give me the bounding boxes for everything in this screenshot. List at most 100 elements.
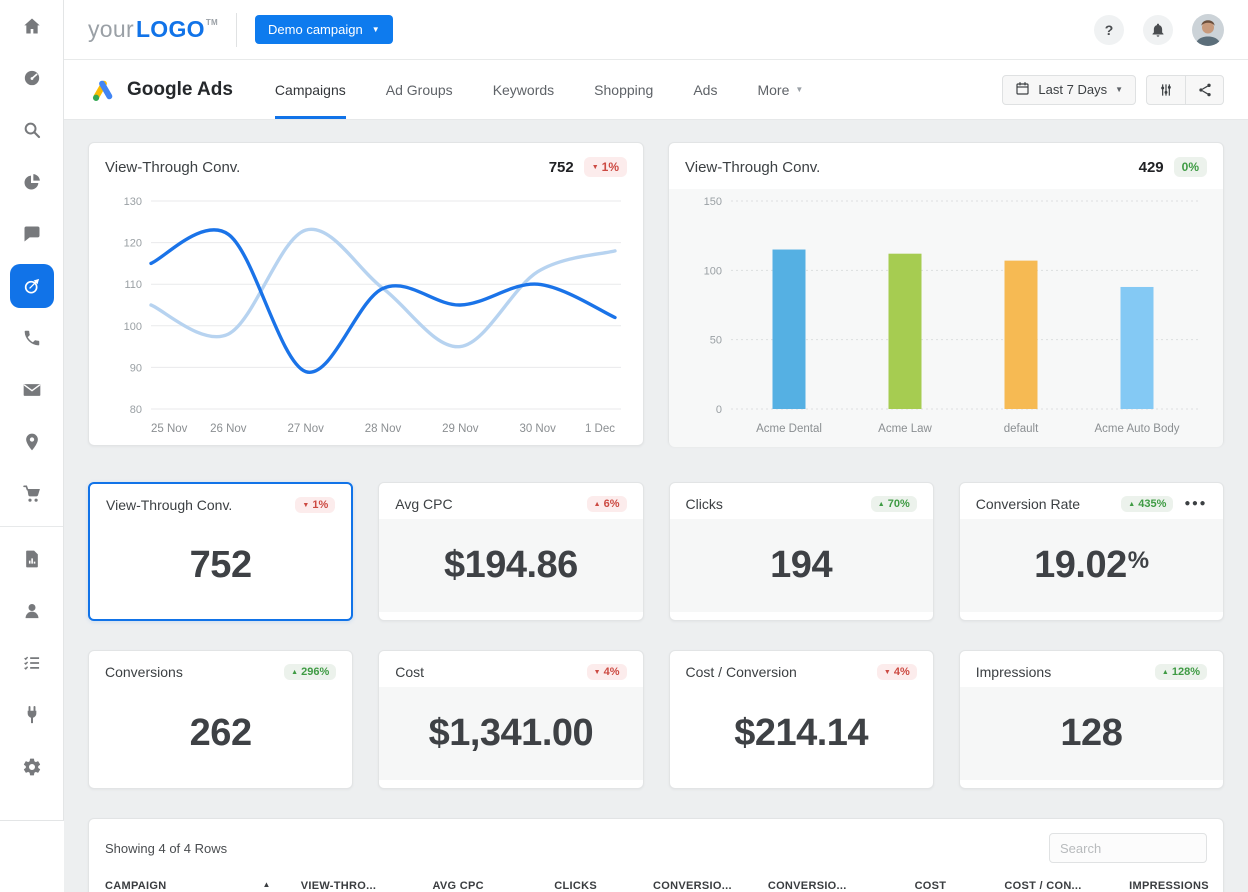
tab-keywords[interactable]: Keywords — [493, 60, 554, 119]
stats-row: View-Through Conv. ▼ 1% 752 Avg CPC ▲ 6% $194.8… — [88, 482, 1224, 621]
table-header-row: CAMPAIGN ▲ VIEW-THRO... AVG CPC CLICKS CONVER… — [89, 877, 1223, 892]
svg-text:30 Nov: 30 Nov — [519, 423, 556, 435]
stat-card-view-through-conv-[interactable]: View-Through Conv. ▼ 1% 752 — [88, 482, 354, 621]
report-icon — [25, 550, 38, 568]
tab-campaigns[interactable]: Campaigns — [274, 60, 346, 119]
stat-card-conversion-rate[interactable]: Conversion Rate ▲ 435% ●●● 19.02% — [958, 482, 1224, 621]
sidebar-item-shopping-cart[interactable] — [0, 468, 64, 520]
stat-card-conversions[interactable]: Conversions ▲ 296% 262 — [88, 650, 354, 789]
column-header-impressions[interactable]: IMPRESSIONS — [1129, 877, 1223, 892]
date-range-label: Last 7 Days — [1038, 82, 1108, 97]
sidebar-item-home[interactable] — [0, 0, 64, 52]
charts-row: View-Through Conv. 752 ▼ 1% 80 90 100 110 120… — [88, 142, 1224, 447]
svg-text:27 Nov: 27 Nov — [287, 423, 324, 435]
notifications-button[interactable] — [1143, 14, 1173, 45]
logo-trademark: TM — [205, 18, 219, 27]
column-header-cost[interactable]: COST — [915, 877, 1005, 892]
help-button[interactable]: ? — [1094, 14, 1124, 45]
column-header-conversio-[interactable]: CONVERSIO... — [768, 877, 915, 892]
tab-label: More — [757, 81, 790, 98]
topbar: your LOGO TM Demo campaign ▼ ? — [64, 0, 1248, 60]
toolbar-button-group — [1146, 74, 1224, 105]
bar-chart: 0 50 100 150 Acme Dental Acme Law default Acme … — [704, 196, 1201, 435]
sidebar-item-location-pin[interactable] — [0, 416, 64, 468]
card-menu-button[interactable]: ●●● — [1184, 498, 1207, 509]
change-badge: ▲ 128% — [1154, 664, 1207, 680]
change-badge: ▼ 1% — [583, 157, 627, 177]
logo-text-logo: LOGO — [135, 16, 205, 42]
column-header-avg-cpc[interactable]: AVG CPC — [432, 877, 554, 892]
filter-columns-button[interactable] — [1147, 76, 1185, 104]
line-chart-card: View-Through Conv. 752 ▼ 1% 80 90 100 110 120… — [88, 142, 644, 446]
svg-text:80: 80 — [130, 404, 142, 416]
person-icon — [25, 604, 38, 619]
google-ads-logo-icon — [92, 80, 113, 101]
column-header-clicks[interactable]: CLICKS — [554, 877, 653, 892]
svg-text:120: 120 — [124, 238, 142, 250]
chart-total-value: 429 — [1138, 158, 1164, 176]
svg-text:29 Nov: 29 Nov — [442, 423, 479, 435]
sidebar-item-report[interactable] — [0, 533, 64, 585]
stat-card-cost-conversion[interactable]: Cost / Conversion ▼ 4% $214.14 — [668, 650, 934, 789]
sidebar-item-dashboard[interactable] — [0, 52, 64, 104]
sidebar-item-chat[interactable] — [0, 208, 64, 260]
calendar-icon — [1016, 81, 1030, 95]
sidebar-group-main — [0, 52, 63, 520]
chat-icon — [24, 226, 39, 242]
svg-text:default: default — [1004, 423, 1039, 435]
campaign-selector-button[interactable]: Demo campaign ▼ — [255, 15, 393, 44]
tab-more[interactable]: More ▼ — [757, 60, 803, 119]
share-button[interactable] — [1185, 75, 1223, 104]
stat-card-clicks[interactable]: Clicks ▲ 70% 194 — [668, 482, 934, 621]
location-pin-icon — [25, 433, 38, 451]
column-label: CAMPAIGN — [105, 880, 167, 892]
gear-icon — [23, 758, 40, 776]
topbar-divider — [236, 12, 238, 47]
avatar[interactable] — [1192, 13, 1224, 46]
google-ads-icon — [24, 278, 39, 294]
chevron-down-icon: ▼ — [1115, 85, 1123, 94]
integration-header: Google Ads Campaigns Ad Groups Keywords Sho… — [64, 60, 1248, 120]
stat-card-impressions[interactable]: Impressions ▲ 128% 128 — [958, 650, 1224, 789]
chevron-down-icon: ▼ — [371, 25, 380, 34]
svg-text:Acme Law: Acme Law — [878, 423, 932, 435]
stat-value: $1,341.00 — [428, 712, 594, 754]
sidebar-item-google-ads[interactable] — [0, 260, 64, 312]
sidebar-item-checklist[interactable] — [0, 637, 64, 689]
sidebar-item-pie-chart[interactable] — [0, 156, 64, 208]
chart-title: View-Through Conv. — [105, 158, 241, 176]
column-label: VIEW-THRO... — [300, 880, 377, 892]
line-chart: 80 90 100 110 120 130 25 Nov 26 Nov 27 Nov 28 Nov… — [124, 196, 621, 435]
svg-text:1 Dec: 1 Dec — [585, 423, 615, 435]
date-range-button[interactable]: Last 7 Days ▼ — [1002, 74, 1136, 105]
stat-value: 128 — [1060, 712, 1123, 754]
sidebar-item-search[interactable] — [0, 104, 64, 156]
sidebar-item-gear[interactable] — [0, 741, 64, 793]
svg-text:26 Nov: 26 Nov — [210, 423, 247, 435]
stat-title: Cost — [395, 664, 425, 680]
column-header-view-thro-[interactable]: VIEW-THRO... — [301, 877, 433, 892]
svg-text:50: 50 — [710, 335, 722, 347]
svg-text:150: 150 — [704, 196, 722, 208]
column-header-conversio-[interactable]: CONVERSIO... — [653, 877, 768, 892]
column-header-campaign[interactable]: CAMPAIGN ▲ — [105, 877, 301, 892]
sidebar-item-plug[interactable] — [0, 689, 64, 741]
stat-title: Avg CPC — [395, 496, 453, 512]
brand-logo[interactable]: your LOGO TM — [88, 16, 218, 43]
share-icon — [1198, 83, 1211, 96]
stat-card-avg-cpc[interactable]: Avg CPC ▲ 6% $194.86 — [378, 482, 644, 621]
column-header-cost-con-[interactable]: COST / CON... — [1004, 877, 1129, 892]
sidebar-item-person[interactable] — [0, 585, 64, 637]
tab-shopping[interactable]: Shopping — [594, 60, 653, 119]
sidebar-item-phone[interactable] — [0, 312, 64, 364]
column-label: IMPRESSIONS — [1129, 880, 1209, 892]
tab-ads[interactable]: Ads — [693, 60, 717, 119]
sidebar-item-email[interactable] — [0, 364, 64, 416]
stat-card-cost[interactable]: Cost ▼ 4% $1,341.00 — [378, 650, 644, 789]
plug-icon — [27, 705, 36, 724]
tab-ad-groups[interactable]: Ad Groups — [386, 60, 453, 119]
column-label: CONVERSIO... — [653, 880, 732, 892]
svg-text:28 Nov: 28 Nov — [365, 423, 402, 435]
table-search-input[interactable] — [1049, 833, 1207, 863]
tab-label: Keywords — [492, 81, 555, 98]
